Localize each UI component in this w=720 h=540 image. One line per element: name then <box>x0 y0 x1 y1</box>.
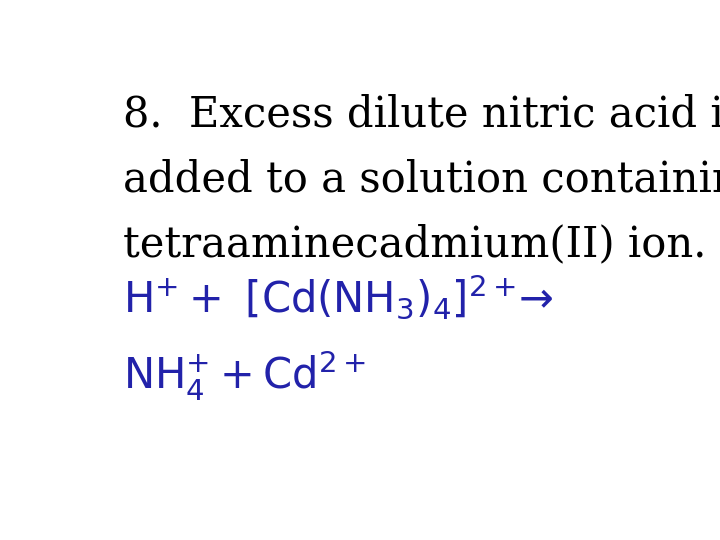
Text: tetraaminecadmium(II) ion.: tetraaminecadmium(II) ion. <box>124 223 707 265</box>
Text: $\mathsf{NH_4^{+} + Cd^{2+}}$: $\mathsf{NH_4^{+} + Cd^{2+}}$ <box>124 348 366 402</box>
Text: added to a solution containing the: added to a solution containing the <box>124 158 720 201</box>
Text: 8.  Excess dilute nitric acid is: 8. Excess dilute nitric acid is <box>124 94 720 136</box>
Text: $\mathsf{H^{+} +\ [Cd(NH_3)_4]^{2+}\!\!\rightarrow}$: $\mathsf{H^{+} +\ [Cd(NH_3)_4]^{2+}\!\!\… <box>124 273 554 321</box>
